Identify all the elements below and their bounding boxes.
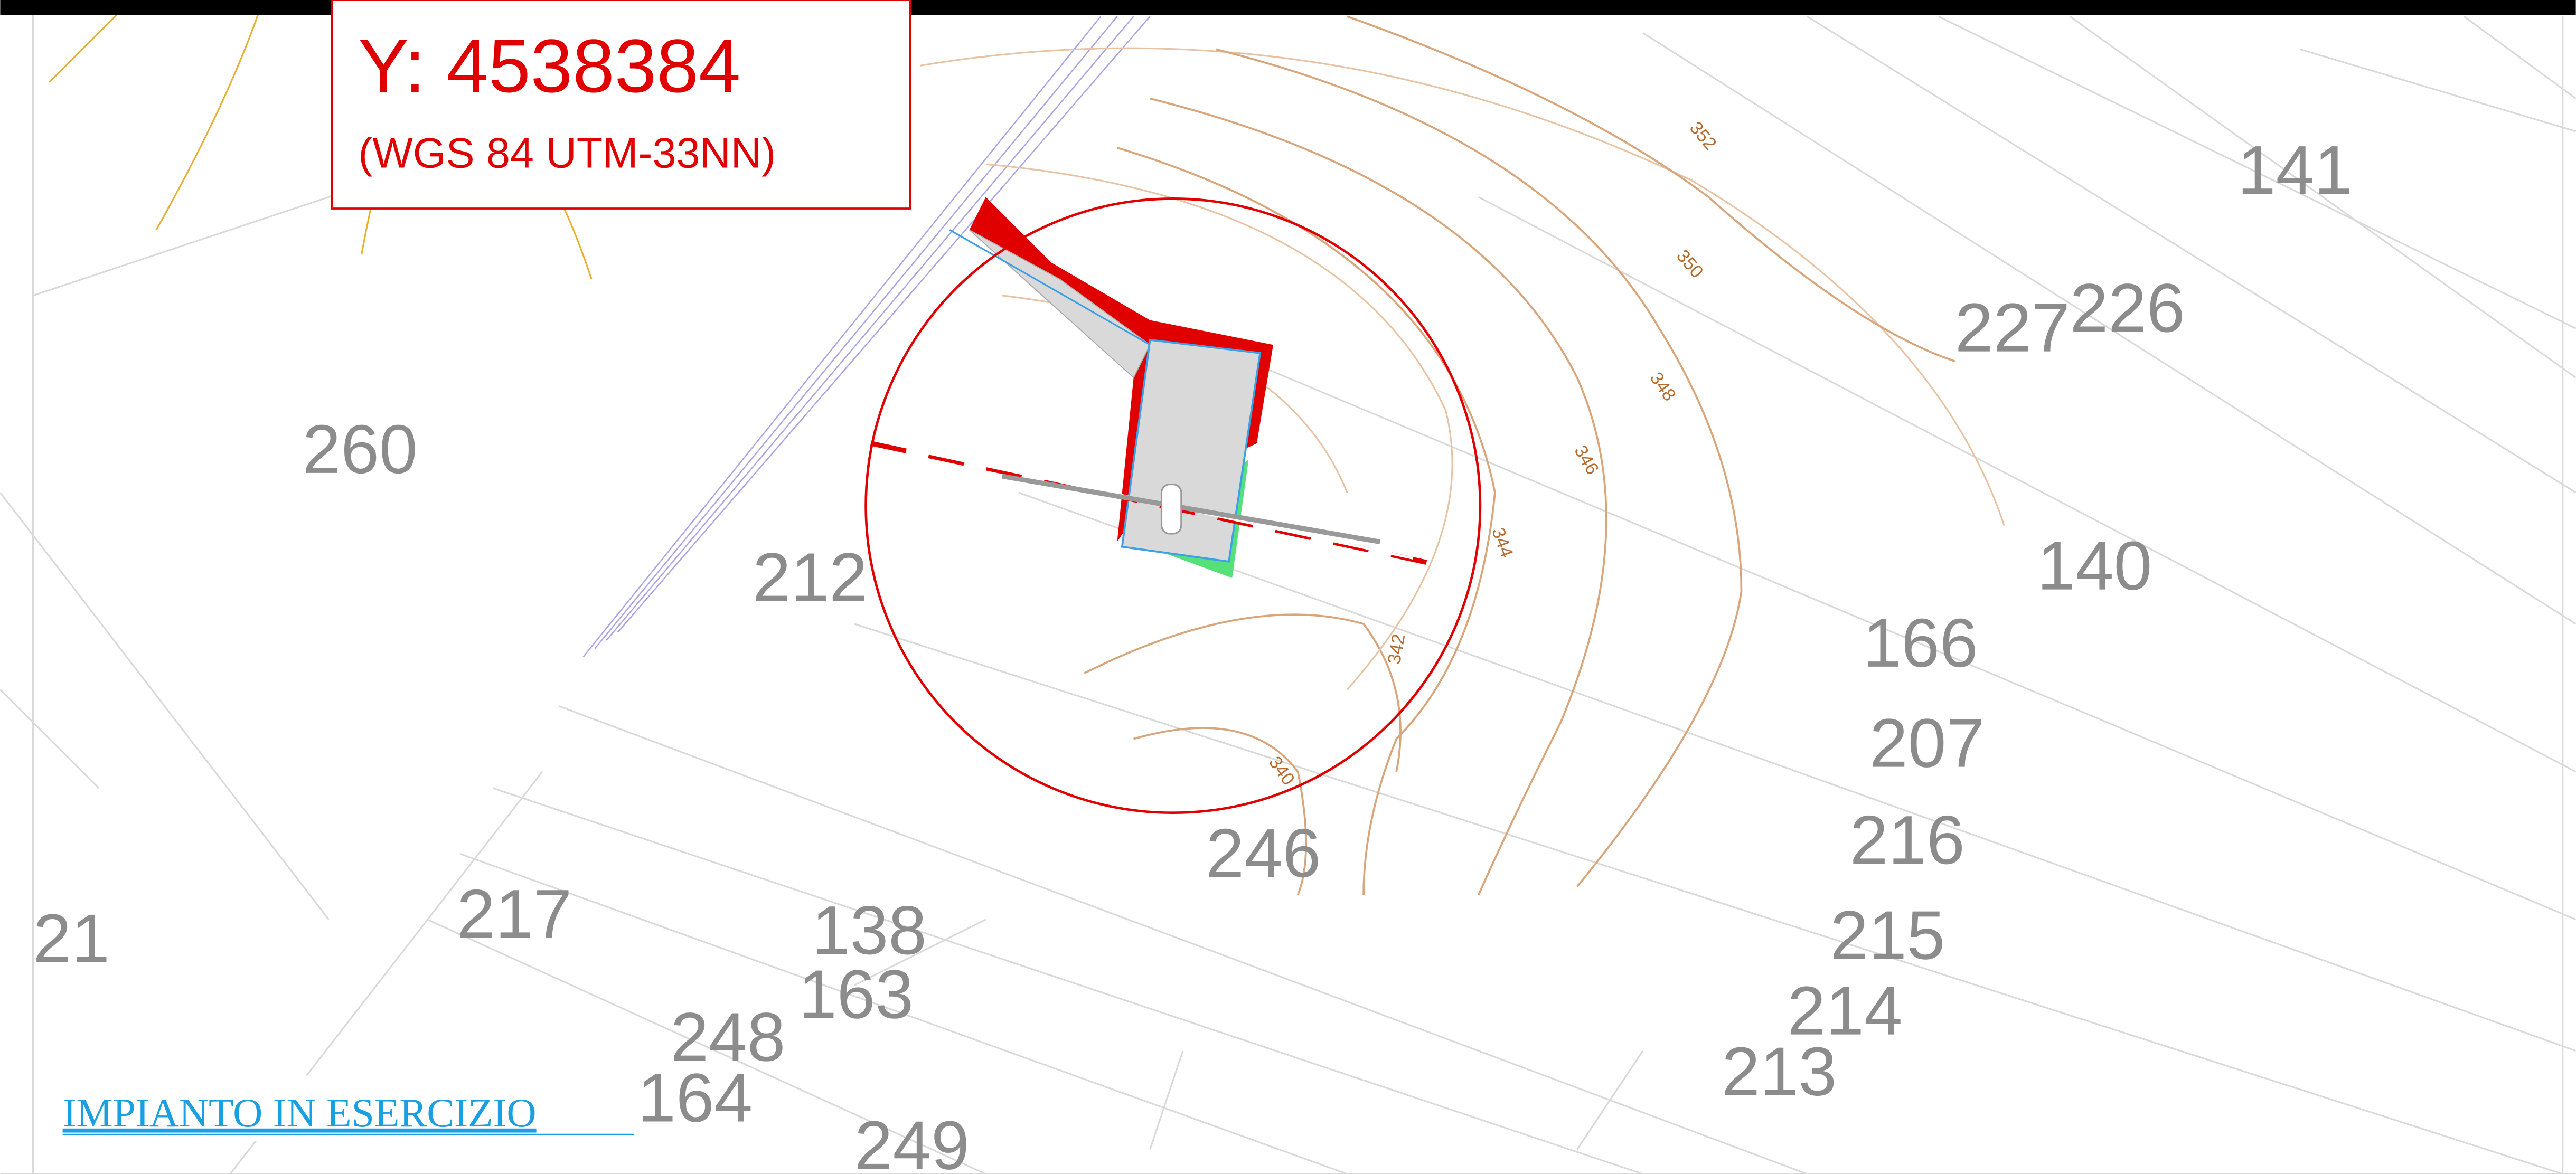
coordinate-box: Y: 4538384 (WGS 84 UTM-33NN) xyxy=(331,0,911,210)
parcel-number: 214 xyxy=(1788,972,1903,1049)
buffer-circle xyxy=(864,197,1482,815)
coordinate-frame xyxy=(331,0,911,210)
parcel-number: 248 xyxy=(670,998,785,1075)
parcel-number: 141 xyxy=(2237,131,2353,209)
parcel-number: 213 xyxy=(1722,1033,1837,1110)
parcel-number: 226 xyxy=(2070,269,2185,346)
parcel-number: 163 xyxy=(798,956,914,1033)
parcel-number: 212 xyxy=(753,538,868,616)
contours xyxy=(49,0,2005,895)
datum: (WGS 84 UTM-33NN) xyxy=(358,129,776,177)
parcel-number: 249 xyxy=(854,1107,970,1174)
parcel-number: 246 xyxy=(1206,815,1321,892)
parcel-number: 215 xyxy=(1830,897,1945,974)
link-background xyxy=(59,1075,638,1141)
parcel-number: 166 xyxy=(1863,604,1978,681)
parcel-number: 260 xyxy=(303,411,418,488)
status-link[interactable]: IMPIANTO IN ESERCIZIO xyxy=(63,1090,537,1135)
parcel-number: 217 xyxy=(457,875,572,952)
parcel-labels: 141 227 226 260 212 140 166 207 216 246 … xyxy=(33,131,2353,1174)
plant xyxy=(864,197,1482,815)
parcel-number: 227 xyxy=(1955,289,2070,366)
y-coordinate: Y: 4538384 xyxy=(358,24,740,108)
parcel-number: 140 xyxy=(2037,527,2152,604)
parcel-number: 21 xyxy=(33,900,110,977)
parcel-number: 138 xyxy=(812,892,927,969)
parcel-number: 207 xyxy=(1869,705,1985,782)
road xyxy=(582,16,1151,657)
parcel-number: 216 xyxy=(1850,801,1965,878)
parcel-number: 164 xyxy=(637,1059,753,1136)
